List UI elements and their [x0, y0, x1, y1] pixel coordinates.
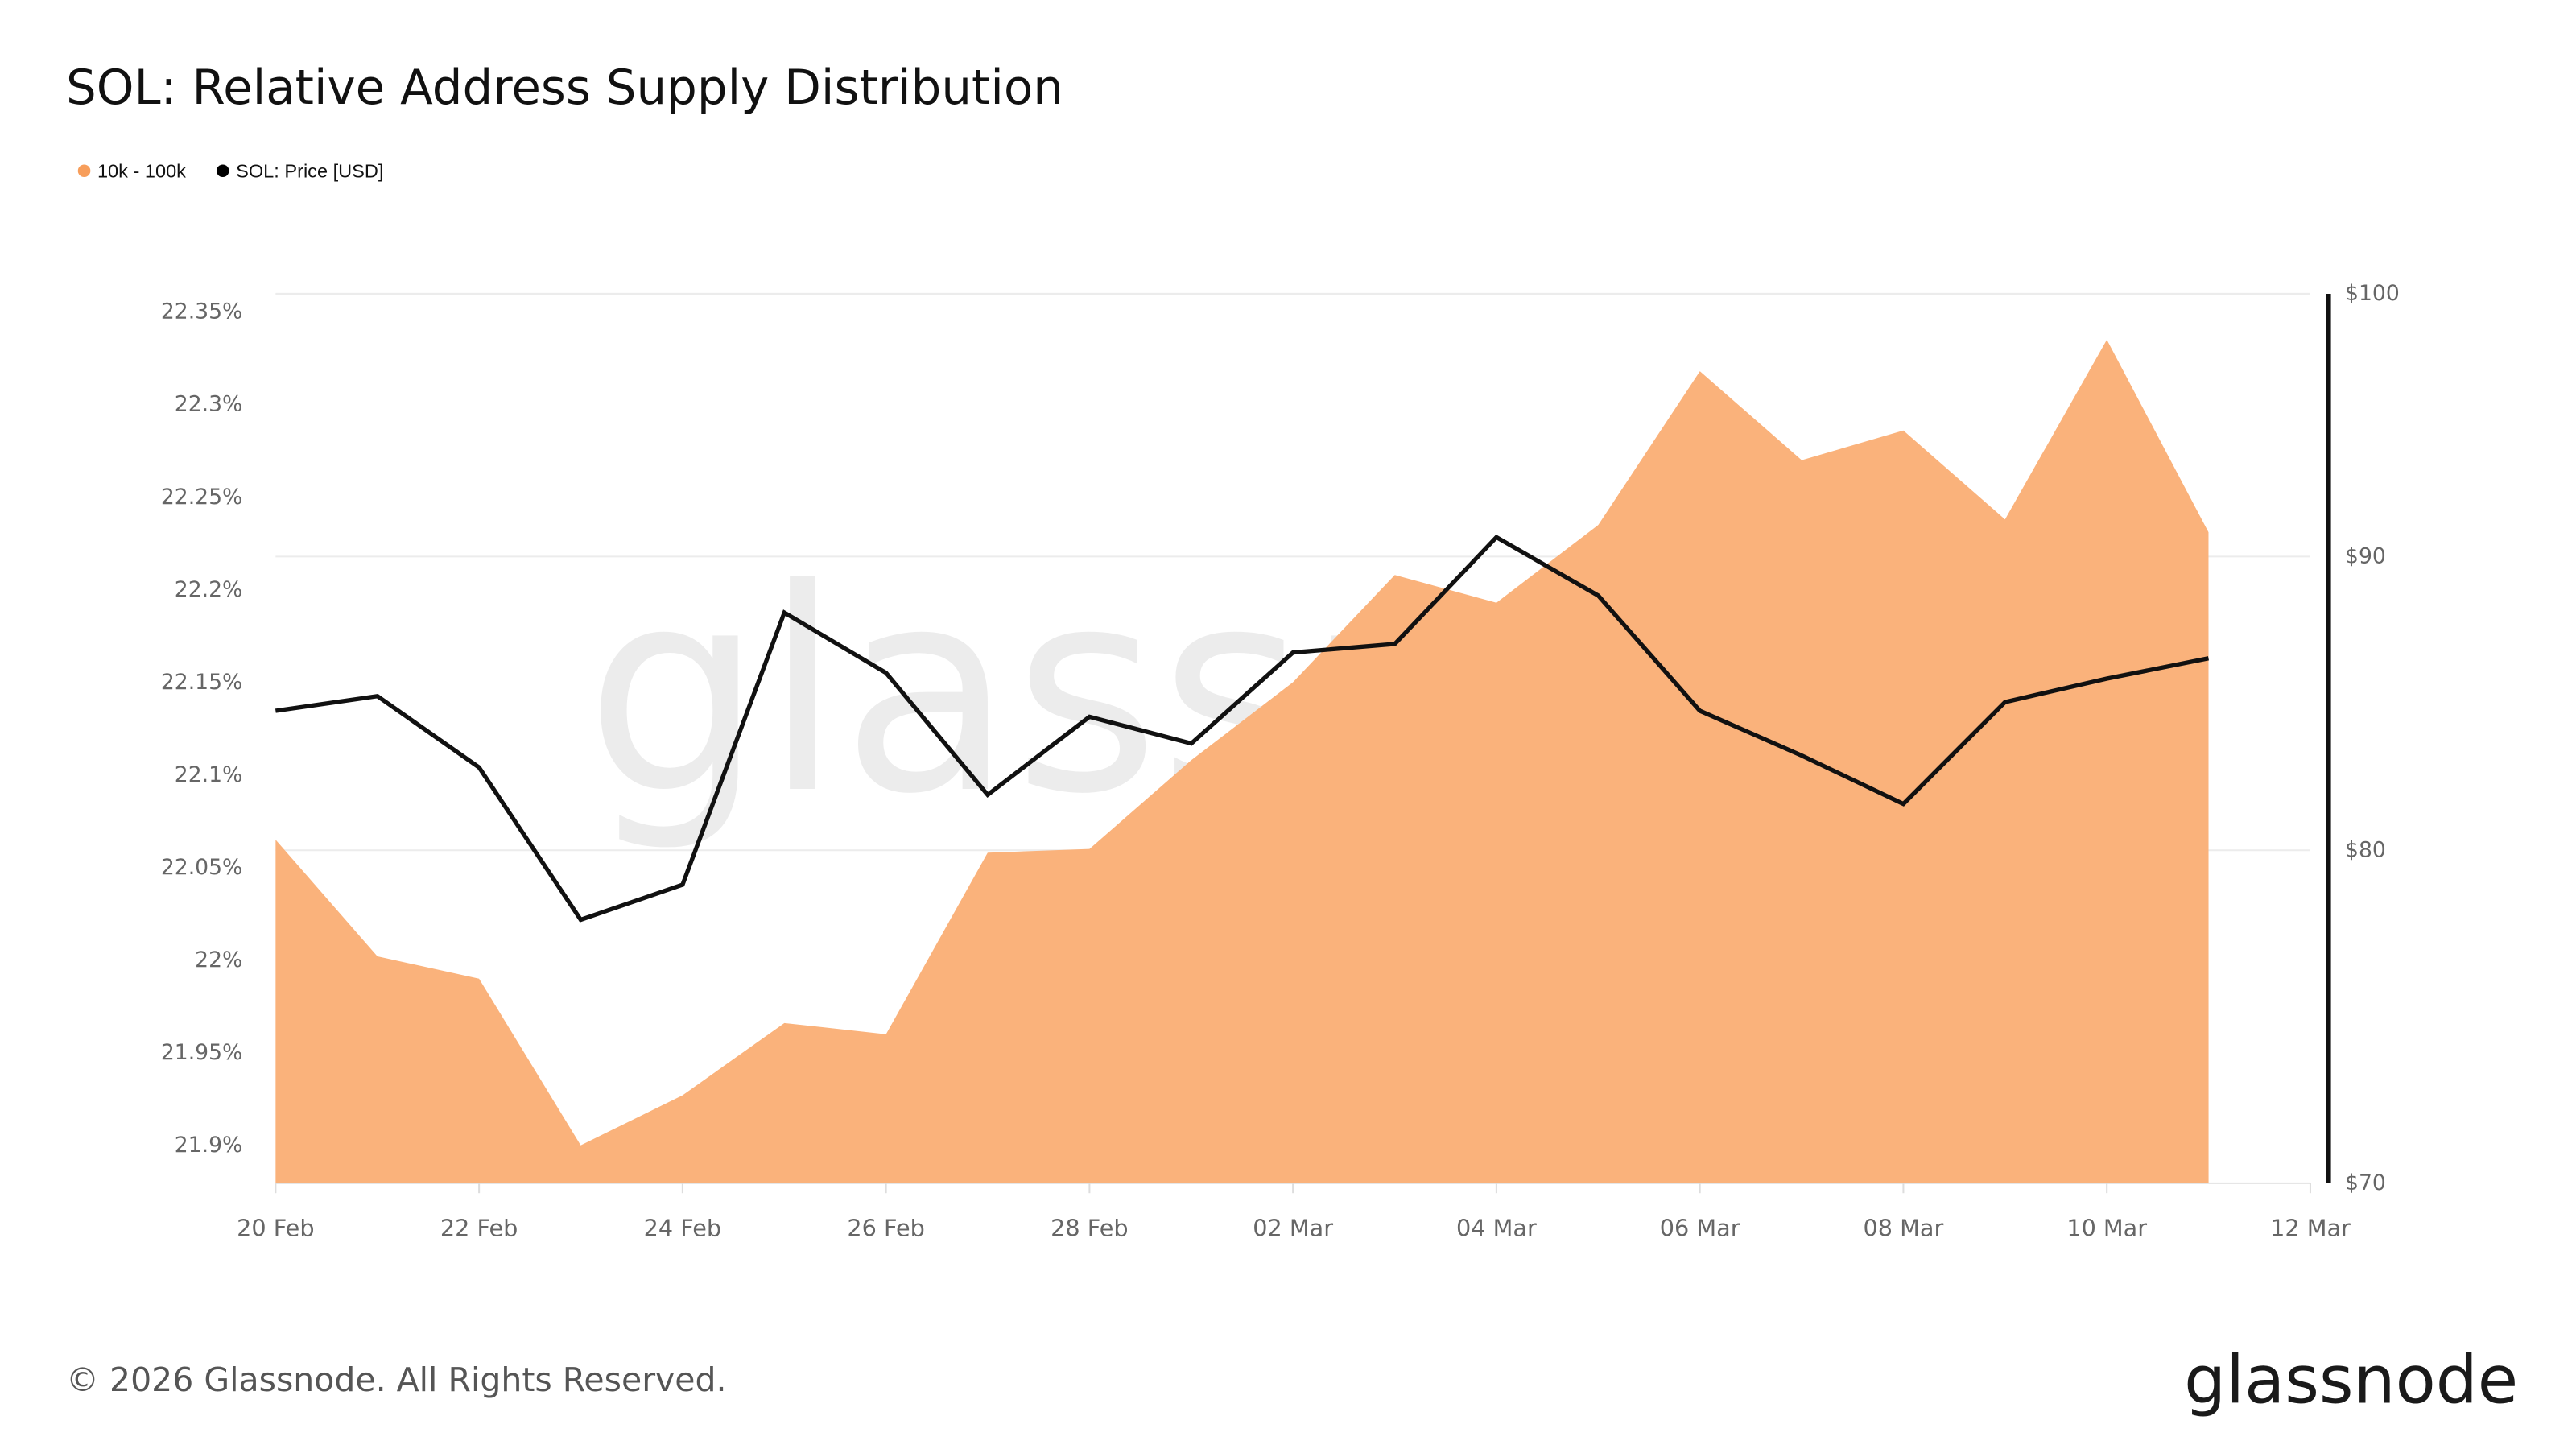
right-axis: $100 $90 $80 $70 [2326, 281, 2400, 1195]
left-axis: 22.35% 22.3% 22.25% 22.2% 22.15% 22.1% 22.05% 2… [161, 299, 243, 1158]
legend-label-10k-100k: 10k - 100k [97, 160, 186, 181]
legend-label-price: SOL: Price [USD] [236, 160, 383, 181]
y-right-tick-label: $80 [2345, 837, 2386, 862]
y-right-tick-label: $100 [2345, 281, 2400, 306]
legend-dot-black [216, 164, 229, 178]
x-tick-label: 12 Mar [2270, 1214, 2351, 1241]
x-axis: 20 Feb 22 Feb 24 Feb 26 Feb 28 Feb 02 Mar 04 M… [237, 1183, 2351, 1241]
y-left-tick-label: 22% [195, 947, 242, 972]
y-left-tick-label: 22.15% [161, 670, 243, 695]
y-left-tick-label: 22.05% [161, 855, 243, 880]
x-tick-label: 26 Feb [847, 1214, 924, 1241]
x-tick-label: 06 Mar [1660, 1214, 1740, 1241]
x-tick-label: 10 Mar [2066, 1214, 2147, 1241]
y-left-tick-label: 22.25% [161, 485, 243, 510]
legend: 10k - 100k SOL: Price [USD] [77, 160, 383, 181]
x-tick-label: 02 Mar [1253, 1214, 1333, 1241]
glassnode-logo: glassnode [2184, 1343, 2518, 1419]
x-tick-label: 20 Feb [237, 1214, 314, 1241]
copyright-text: © 2026 Glassnode. All Rights Reserved. [66, 1360, 727, 1399]
legend-dot-orange [77, 164, 91, 178]
x-tick-label: 04 Mar [1456, 1214, 1537, 1241]
y-left-tick-label: 21.9% [175, 1133, 243, 1158]
area-series [275, 339, 2209, 1183]
area-10k-100k [275, 339, 2209, 1183]
x-tick-label: 24 Feb [644, 1214, 721, 1241]
y-right-tick-label: $70 [2345, 1170, 2386, 1195]
price-line [275, 534, 2209, 923]
y-right-tick-label: $90 [2345, 544, 2386, 569]
chart-title: SOL: Relative Address Supply Distributio… [66, 60, 1063, 116]
y-left-tick-label: 22.2% [175, 577, 243, 602]
y-left-tick-label: 22.1% [175, 762, 243, 787]
x-tick-label: 08 Mar [1864, 1214, 1944, 1241]
y-left-tick-label: 22.3% [175, 392, 243, 417]
y-left-tick-label: 21.95% [161, 1040, 243, 1065]
price-series [275, 534, 2209, 923]
x-tick-label: 22 Feb [440, 1214, 518, 1241]
y-left-tick-label: 22.35% [161, 299, 243, 324]
x-tick-label: 28 Feb [1051, 1214, 1128, 1241]
